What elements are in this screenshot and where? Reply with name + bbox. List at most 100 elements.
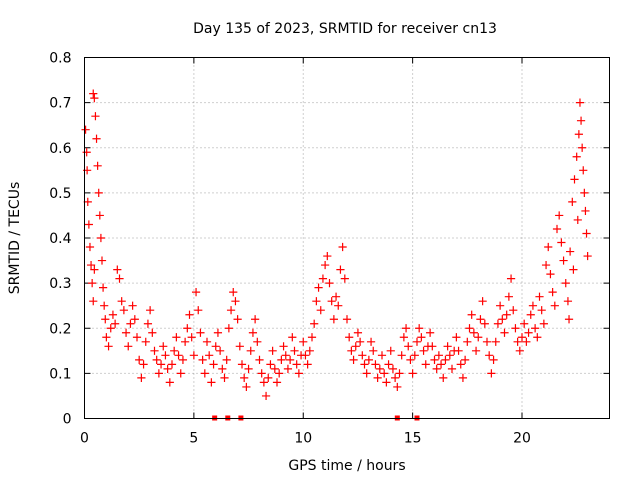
- data-point: [580, 188, 589, 197]
- data-point: [268, 346, 277, 355]
- data-point: [573, 215, 582, 225]
- data-point: [220, 373, 229, 382]
- data-point: [578, 143, 587, 152]
- data-point: [397, 351, 406, 360]
- data-point: [89, 297, 98, 306]
- data-point: [90, 94, 99, 103]
- data-point: [417, 333, 426, 342]
- data-point: [178, 355, 188, 364]
- data-point: [531, 324, 540, 333]
- data-point: [375, 364, 384, 373]
- data-point: [528, 301, 538, 310]
- data-point: [104, 342, 113, 351]
- data-point: [253, 337, 262, 346]
- data-point: [561, 279, 570, 288]
- data-point: [550, 301, 559, 310]
- data-point: [231, 297, 240, 306]
- data-point: [189, 351, 198, 360]
- data-point: [251, 315, 260, 324]
- data-point: [557, 238, 566, 247]
- data-point: [570, 175, 579, 184]
- data-point: [266, 360, 275, 369]
- data-point: [98, 283, 108, 292]
- data-point: [569, 265, 578, 274]
- data-point: [395, 369, 404, 378]
- data-point: [524, 328, 533, 337]
- data-point: [539, 319, 548, 328]
- data-point: [463, 337, 472, 346]
- data-point: [445, 351, 454, 360]
- data-point: [163, 364, 172, 373]
- data-point: [174, 351, 183, 360]
- data-point: [349, 355, 358, 364]
- y-tick-label: 0.1: [49, 366, 71, 382]
- data-point: [564, 315, 574, 324]
- data-point: [415, 324, 424, 333]
- data-point: [88, 279, 97, 288]
- data-point: [202, 337, 212, 346]
- data-point: [364, 355, 373, 364]
- data-point: [124, 342, 133, 351]
- data-point: [548, 288, 557, 297]
- data-point: [535, 292, 544, 301]
- data-point: [465, 324, 474, 333]
- data-point: [270, 364, 279, 373]
- data-point: [216, 346, 225, 355]
- data-point: [568, 197, 577, 206]
- data-point: [498, 315, 507, 324]
- data-point: [552, 224, 562, 234]
- data-point: [582, 229, 591, 238]
- data-point: [314, 283, 323, 292]
- data-point: [150, 346, 159, 355]
- y-tick-label: 0.3: [49, 276, 71, 292]
- data-points: [81, 89, 592, 401]
- data-point: [152, 355, 161, 364]
- data-point: [89, 89, 98, 98]
- data-point: [106, 324, 115, 333]
- x-axis-label: GPS time / hours: [288, 458, 405, 474]
- data-point: [261, 391, 271, 401]
- data-point: [257, 369, 266, 378]
- data-point: [283, 364, 293, 373]
- data-point: [139, 360, 148, 369]
- data-point: [502, 310, 511, 319]
- data-point: [526, 310, 535, 319]
- data-point: [237, 360, 247, 369]
- data-point: [111, 319, 120, 328]
- data-point: [91, 112, 100, 121]
- data-point: [305, 346, 314, 355]
- data-point: [213, 328, 223, 337]
- data-point: [327, 297, 336, 306]
- y-tick-label: 0.4: [49, 231, 71, 247]
- data-point: [471, 346, 481, 355]
- data-point: [504, 292, 513, 301]
- data-point: [393, 382, 402, 392]
- data-point: [334, 301, 343, 310]
- data-point: [248, 328, 258, 337]
- data-point: [299, 337, 308, 346]
- data-point: [369, 346, 378, 355]
- data-point: [194, 306, 203, 315]
- data-point: [264, 373, 273, 382]
- data-point: [574, 130, 583, 139]
- data-point: [146, 306, 155, 315]
- data-point: [509, 306, 518, 315]
- data-point: [170, 346, 179, 355]
- data-point: [391, 373, 400, 382]
- data-point: [126, 319, 135, 328]
- data-point: [485, 351, 494, 360]
- data-point: [90, 265, 99, 274]
- data-point: [288, 333, 297, 342]
- x-tick-labels: 0 5 10 15 20: [80, 431, 531, 447]
- data-point: [480, 319, 489, 328]
- data-point: [325, 279, 334, 288]
- data-point: [279, 342, 288, 351]
- data-point: [581, 206, 590, 216]
- data-point: [233, 315, 242, 324]
- data-point: [290, 346, 299, 355]
- data-point: [377, 351, 387, 360]
- data-point: [515, 346, 524, 355]
- data-point: [316, 306, 325, 315]
- data-point: [572, 152, 581, 161]
- data-point: [482, 337, 492, 346]
